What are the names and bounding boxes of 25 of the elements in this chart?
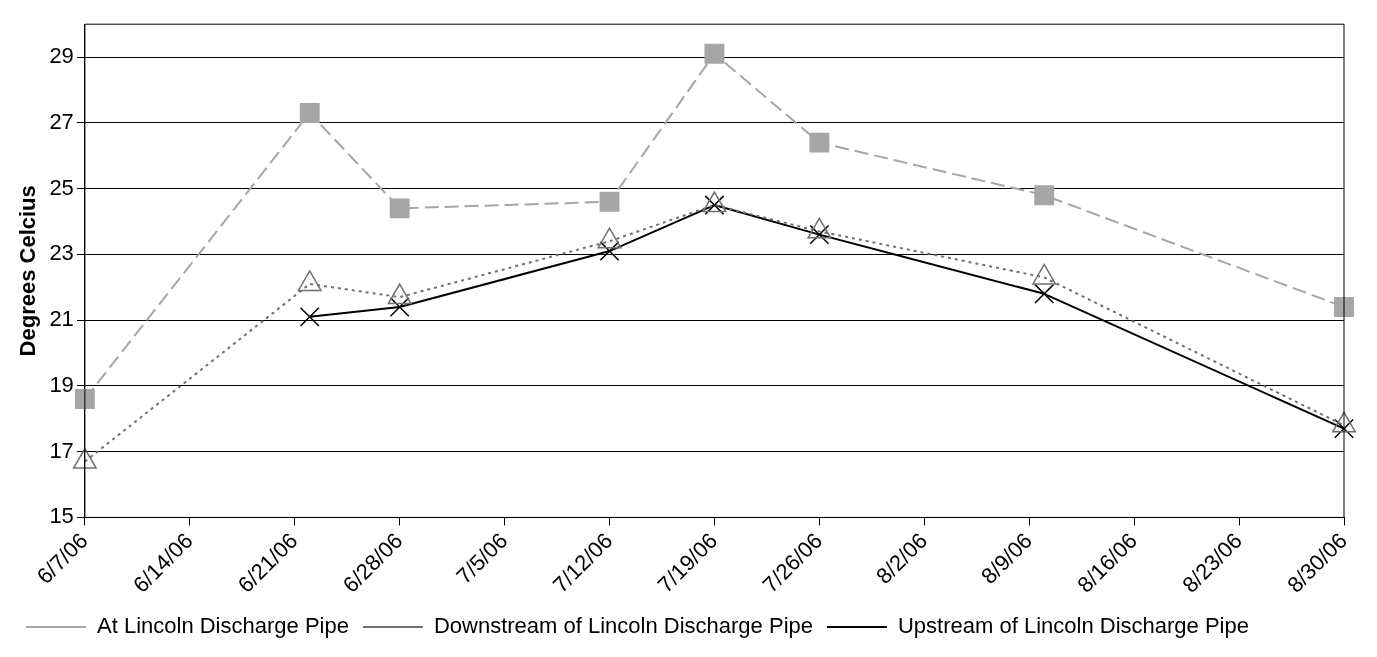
point <box>704 43 725 64</box>
legend-label: At Lincoln Discharge Pipe <box>97 613 349 639</box>
legend-label: Upstream of Lincoln Discharge Pipe <box>897 613 1249 639</box>
point <box>1034 185 1055 206</box>
point <box>299 306 320 327</box>
y-tick-label: 17 <box>49 437 74 463</box>
point <box>599 191 620 212</box>
point <box>809 132 830 153</box>
point <box>299 103 320 123</box>
y-tick-label: 21 <box>49 306 74 332</box>
point <box>1334 297 1354 317</box>
y-tick-label: 27 <box>49 108 74 134</box>
y-tick-label: 15 <box>49 503 74 529</box>
point <box>389 297 410 317</box>
legend-label: Downstream of Lincoln Discharge Pipe <box>433 613 813 639</box>
point <box>74 389 95 409</box>
y-tick-label: 29 <box>49 43 74 69</box>
point <box>389 198 410 219</box>
point <box>809 224 830 245</box>
y-tick-label: 23 <box>49 240 74 266</box>
point <box>1034 283 1055 304</box>
y-tick-label: 19 <box>49 371 74 397</box>
point <box>599 241 620 262</box>
y-axis-title: Degrees Celcius <box>15 185 41 357</box>
y-tick-label: 25 <box>49 174 74 200</box>
